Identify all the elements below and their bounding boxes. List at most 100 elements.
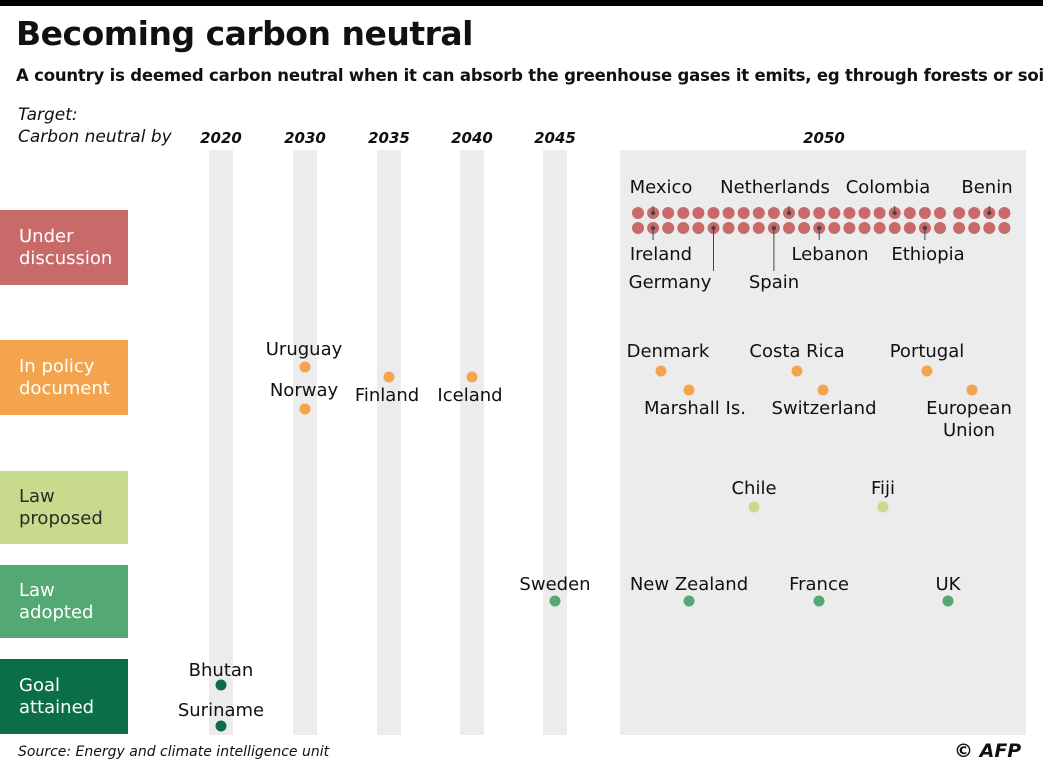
under-discussion-dot <box>737 222 750 234</box>
leader-dot-ireland <box>650 225 656 231</box>
under-discussion-dot <box>632 207 644 219</box>
year-tick-2030: 2030 <box>284 129 326 147</box>
country-label-spain: Spain <box>749 272 799 293</box>
country-label-norway: Norway <box>270 380 339 401</box>
country-label-fiji: Fiji <box>871 478 895 499</box>
country-label-netherlands: Netherlands <box>720 177 830 198</box>
year-tick-2045: 2045 <box>534 129 576 147</box>
under-discussion-dot <box>692 222 705 234</box>
under-discussion-dot <box>998 222 1011 234</box>
target-label-line-2: Carbon neutral by <box>18 127 172 147</box>
dot-switzerland <box>817 384 829 396</box>
dot-sweden <box>549 595 561 607</box>
country-label-france: France <box>789 574 849 595</box>
dot-suriname <box>215 720 227 732</box>
year-tick-2035: 2035 <box>368 129 410 147</box>
under-discussion-dot <box>968 207 981 219</box>
year-column-2030 <box>293 150 317 735</box>
year-column-2020 <box>209 150 233 735</box>
dot-marshall-is <box>683 384 695 396</box>
under-discussion-dot <box>873 222 886 234</box>
category-label: Under discussion <box>19 225 113 269</box>
year-tick-2020: 2020 <box>200 129 242 147</box>
under-discussion-dot <box>888 222 901 234</box>
under-discussion-dot <box>737 207 750 219</box>
under-discussion-dot <box>752 222 765 234</box>
under-discussion-dot <box>722 222 735 234</box>
dot-chile <box>748 501 760 513</box>
country-label-portugal: Portugal <box>890 341 965 362</box>
country-label-denmark: Denmark <box>627 341 710 362</box>
leader-dot-ethiopia <box>922 225 928 231</box>
leader-dot-benin <box>987 210 992 216</box>
leader-dot-spain <box>771 225 777 231</box>
country-label-sweden: Sweden <box>519 574 590 595</box>
year-column-2035 <box>377 150 401 735</box>
leader-dot-mexico <box>650 210 656 216</box>
leader-dot-colombia <box>892 210 897 216</box>
under-discussion-dot <box>968 222 981 234</box>
dot-iceland <box>466 371 478 383</box>
category-under-discussion: Under discussion <box>0 210 128 285</box>
under-discussion-dot <box>752 207 765 219</box>
under-discussion-dot <box>828 207 841 219</box>
dot-norway <box>299 403 311 415</box>
dot-portugal <box>921 365 933 377</box>
country-label-uruguay: Uruguay <box>266 339 343 360</box>
under-discussion-dot <box>983 222 996 234</box>
under-discussion-dot <box>843 222 856 234</box>
country-label-lebanon: Lebanon <box>791 244 868 265</box>
year-column-2045 <box>543 150 567 735</box>
under-discussion-dot <box>677 207 690 219</box>
dot-uk <box>942 595 954 607</box>
dot-new-zealand <box>683 595 695 607</box>
category-in-policy-document: In policy document <box>0 340 128 415</box>
under-discussion-dot <box>918 207 931 219</box>
category-label: Goal attained <box>19 674 95 718</box>
country-label-marshall-is: Marshall Is. <box>644 398 746 419</box>
country-label-chile: Chile <box>731 478 776 499</box>
under-discussion-dot <box>707 207 720 219</box>
country-label-uk: UK <box>936 574 962 595</box>
year-column-2040 <box>460 150 484 735</box>
under-discussion-dot <box>798 222 811 234</box>
dot-costa-rica <box>791 365 803 377</box>
under-discussion-dot <box>903 207 916 219</box>
under-discussion-dot <box>934 207 946 219</box>
country-label-ireland: Ireland <box>630 244 692 265</box>
target-label-line-1: Target: <box>18 105 78 125</box>
top-bar <box>0 0 1043 6</box>
under-discussion-dot <box>858 207 871 219</box>
category-label: In policy document <box>19 355 110 399</box>
under-discussion-dot <box>692 207 705 219</box>
dot-denmark <box>655 365 667 377</box>
dot-finland <box>383 371 395 383</box>
afp-credit: © AFP <box>954 740 1022 762</box>
under-discussion-dot <box>783 222 795 234</box>
year-column-2050 <box>620 150 1026 735</box>
under-discussion-dot <box>953 222 966 234</box>
country-label-bhutan: Bhutan <box>189 660 254 681</box>
country-label-european-union: European Union <box>926 398 1012 441</box>
under-discussion-dot <box>998 207 1011 219</box>
target-label: Target: Carbon neutral by <box>18 104 172 148</box>
under-discussion-dot <box>798 207 811 219</box>
under-discussion-dot <box>953 207 966 219</box>
country-label-costa-rica: Costa Rica <box>749 341 844 362</box>
country-label-suriname: Suriname <box>178 700 264 721</box>
category-law-adopted: Law adopted <box>0 565 128 638</box>
dot-france <box>813 595 825 607</box>
dot-european-union <box>966 384 978 396</box>
country-label-mexico: Mexico <box>630 177 693 198</box>
source-note: Source: Energy and climate intelligence … <box>18 744 330 760</box>
under-discussion-dot <box>903 222 916 234</box>
dot-uruguay <box>299 361 311 373</box>
under-discussion-dot <box>828 222 841 234</box>
under-discussion-dot <box>813 207 826 219</box>
under-discussion-dot <box>677 222 690 234</box>
country-label-new-zealand: New Zealand <box>630 574 748 595</box>
country-label-finland: Finland <box>355 385 419 406</box>
under-discussion-dot <box>843 207 856 219</box>
country-label-germany: Germany <box>629 272 712 293</box>
